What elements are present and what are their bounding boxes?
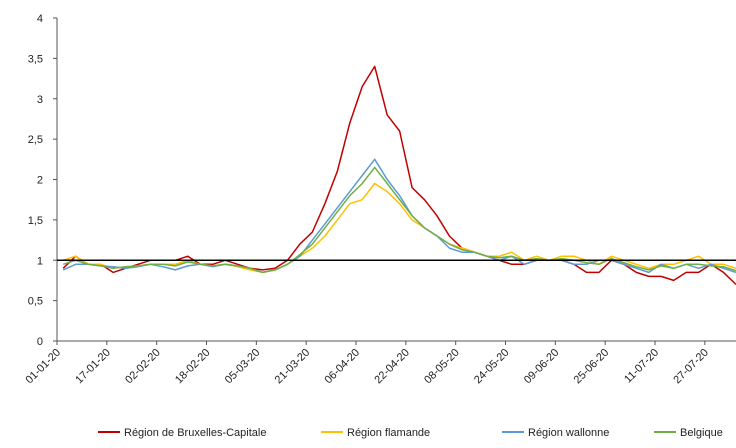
y-tick-label: 0 (37, 336, 43, 348)
y-tick-label: 3,5 (28, 53, 43, 65)
x-tick-label: 27-07-20 (671, 347, 711, 387)
x-tick-label: 02-02-20 (123, 347, 163, 387)
x-tick-label: 01-01-20 (23, 347, 63, 387)
series-line (62, 65, 736, 286)
x-tick-label: 18-02-20 (173, 347, 213, 387)
x-tick-label: 22-04-20 (372, 347, 412, 387)
y-tick-label: 0,5 (28, 296, 43, 308)
x-tick-label: 05-03-20 (223, 347, 263, 387)
x-tick-label: 17-01-20 (73, 347, 113, 387)
y-tick-label: 1,5 (28, 215, 43, 227)
x-tick-label: 21-03-20 (273, 347, 313, 387)
legend-label: Région de Bruxelles-Capitale (124, 427, 266, 439)
x-tick-label: 11-07-20 (622, 347, 661, 386)
x-tick-label: 09-06-20 (522, 347, 562, 387)
legend-label: Région flamande (347, 427, 430, 439)
y-tick-label: 2,5 (28, 134, 43, 146)
series-line (62, 158, 736, 274)
y-tick-label: 1 (37, 255, 43, 267)
x-tick-label: 24-05-20 (472, 347, 512, 387)
series-line (62, 166, 736, 274)
y-tick-label: 2 (37, 175, 43, 187)
x-tick-label: 06-04-20 (322, 347, 362, 387)
x-tick-label: 25-06-20 (572, 347, 612, 387)
y-tick-label: 3 (37, 94, 43, 106)
legend-label: Belgique (680, 427, 723, 439)
y-tick-label: 4 (37, 13, 43, 25)
legend-label: Région wallonne (528, 427, 609, 439)
x-tick-label: 08-05-20 (422, 347, 462, 387)
